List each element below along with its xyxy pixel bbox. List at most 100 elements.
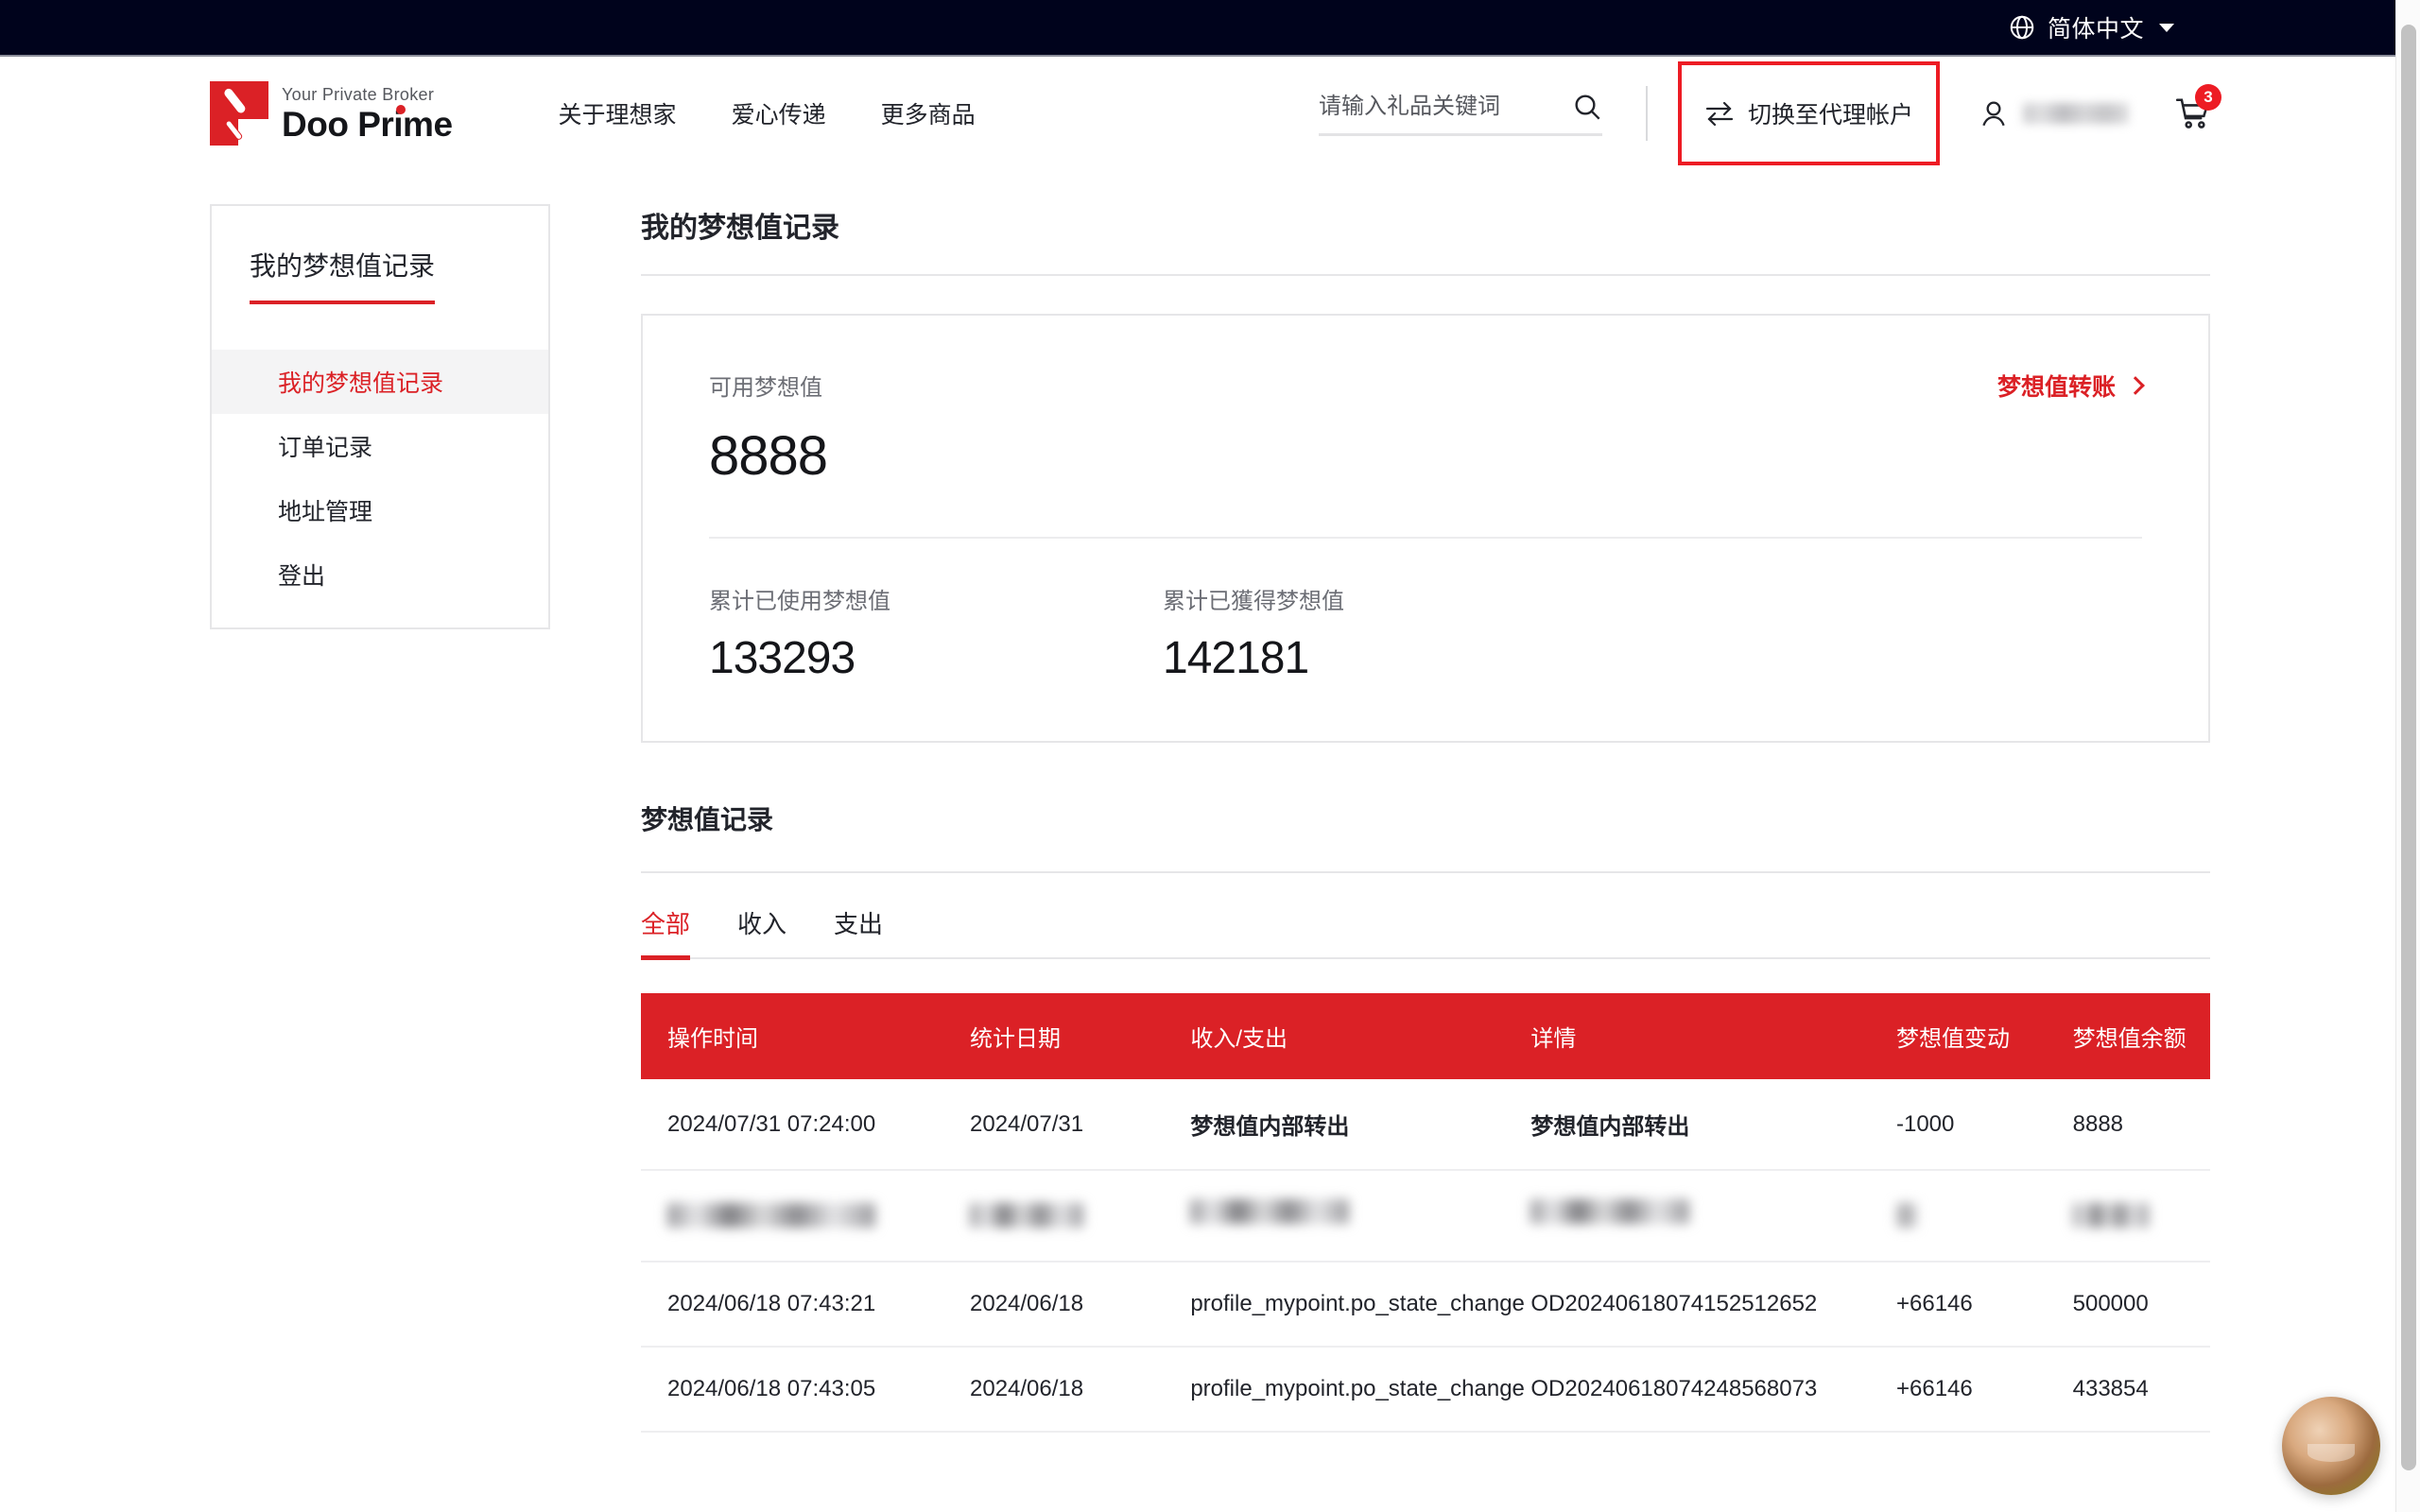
logo-brand-name: Doo Prime bbox=[282, 105, 453, 145]
logo-accent-dot bbox=[396, 105, 406, 115]
cell-operation-time: 2024/06/18 07:43:05 bbox=[641, 1347, 943, 1433]
sidebar-menu: 我的梦想值记录 订单记录 地址管理 登出 bbox=[212, 350, 548, 607]
nav-item-charity[interactable]: 爱心传递 bbox=[731, 102, 826, 129]
points-records-table: 操作时间 统计日期 收入/支出 详情 梦想值变动 梦想值余额 2024/07/3… bbox=[641, 993, 2210, 1433]
available-points-block: 可用梦想值 8888 bbox=[709, 369, 828, 488]
account-sidebar: 我的梦想值记录 我的梦想值记录 订单记录 地址管理 登出 bbox=[210, 204, 550, 629]
column-header-income-expense: 收入/支出 bbox=[1164, 993, 1505, 1079]
cell-operation-time: 2024/06/18 07:43:21 bbox=[641, 1262, 943, 1348]
points-summary-card: 可用梦想值 8888 梦想值转账 累计已使用梦想值 133293 累计已獲得梦想… bbox=[641, 314, 2210, 743]
page-title-divider bbox=[641, 274, 2210, 276]
cell-income-expense: 梦想值内部转出 bbox=[1164, 1170, 1505, 1263]
search-box[interactable] bbox=[1318, 92, 1602, 136]
logo-text-block: Your Private Broker Doo Prime bbox=[282, 85, 453, 143]
search-input[interactable] bbox=[1318, 93, 1572, 120]
tab-all[interactable]: 全部 bbox=[641, 905, 691, 960]
top-language-bar: 简体中文 bbox=[0, 0, 2420, 57]
tab-expense[interactable]: 支出 bbox=[834, 910, 884, 938]
shopping-cart-button[interactable]: 3 bbox=[2174, 84, 2221, 131]
logo-tagline: Your Private Broker bbox=[282, 84, 435, 104]
page-scrollbar[interactable] bbox=[2395, 0, 2420, 1512]
sidebar-item-my-points-record[interactable]: 我的梦想值记录 bbox=[212, 350, 548, 414]
main-content: 我的梦想值记录 可用梦想值 8888 梦想值转账 累计已使用梦想值 133293 bbox=[641, 204, 2210, 1433]
doo-prime-logo-mark bbox=[210, 81, 268, 146]
page-body: 我的梦想值记录 我的梦想值记录 订单记录 地址管理 登出 我的梦想值记录 可用梦… bbox=[0, 170, 2420, 1433]
page-scrollbar-thumb[interactable] bbox=[2401, 25, 2416, 1470]
cell-points-balance: 400000 bbox=[2046, 1170, 2210, 1263]
used-points-value: 133293 bbox=[709, 633, 856, 683]
cart-icon bbox=[2174, 95, 2210, 131]
language-label: 简体中文 bbox=[2047, 16, 2144, 43]
table-row[interactable]: 2024/06/18 07:43:21 2024/06/18 profile_m… bbox=[641, 1262, 2210, 1348]
points-card-top: 可用梦想值 8888 梦想值转账 bbox=[709, 369, 2145, 488]
primary-nav: 关于理想家 爱心传递 更多商品 bbox=[559, 96, 976, 130]
sidebar-item-order-record[interactable]: 订单记录 bbox=[278, 435, 373, 461]
column-header-points-change: 梦想值变动 bbox=[1869, 993, 2047, 1079]
nav-item-about[interactable]: 关于理想家 bbox=[558, 102, 677, 129]
logo-brand-name-text: Doo Prime bbox=[282, 105, 453, 145]
cell-points-balance: 500000 bbox=[2046, 1262, 2210, 1348]
cell-details: 梦想值内部转出 bbox=[1504, 1170, 1870, 1263]
cell-details: 梦想值内部转出 bbox=[1504, 1079, 1870, 1171]
sidebar-item-address-management[interactable]: 地址管理 bbox=[278, 499, 373, 525]
brand-logo[interactable]: Your Private Broker Doo Prime bbox=[210, 81, 453, 146]
switch-to-agent-account-button[interactable]: 切换至代理帐户 bbox=[1677, 61, 1940, 165]
chevron-right-icon bbox=[2126, 376, 2145, 395]
cell-income-expense: profile_mypoint.po_state_change bbox=[1164, 1262, 1525, 1348]
available-points-value: 8888 bbox=[709, 425, 828, 487]
live-chat-avatar-button[interactable] bbox=[2282, 1397, 2380, 1495]
cell-details: OD20240618074152512652 bbox=[1504, 1262, 1870, 1348]
used-points-block: 累计已使用梦想值 133293 bbox=[709, 582, 1163, 684]
cell-stat-date: 2024/07/31 bbox=[943, 1170, 1165, 1263]
cell-income-expense: profile_mypoint.po_state_change bbox=[1164, 1347, 1525, 1433]
search-icon[interactable] bbox=[1572, 92, 1602, 122]
points-card-divider bbox=[709, 537, 2142, 539]
column-header-points-balance: 梦想值余额 bbox=[2046, 993, 2210, 1079]
cell-points-balance: 8888 bbox=[2046, 1079, 2210, 1171]
records-section-divider bbox=[641, 871, 2210, 873]
nav-item-more-products[interactable]: 更多商品 bbox=[880, 102, 976, 129]
cell-operation-time: 2024/07/31 07:00:00 bbox=[641, 1170, 943, 1263]
site-header: Your Private Broker Doo Prime 关于理想家 爱心传递… bbox=[0, 57, 2420, 170]
table-row[interactable]: 2024/07/31 07:24:00 2024/07/31 梦想值内部转出 梦… bbox=[641, 1079, 2210, 1171]
user-account-menu[interactable] bbox=[1978, 97, 2129, 129]
available-points-label: 可用梦想值 bbox=[709, 375, 822, 401]
cell-points-change: -1000 bbox=[1869, 1079, 2047, 1171]
table-row[interactable]: 2024/06/18 07:43:05 2024/06/18 profile_m… bbox=[641, 1347, 2210, 1433]
cell-stat-date: 2024/07/31 bbox=[943, 1079, 1165, 1171]
column-header-operation-time: 操作时间 bbox=[641, 993, 943, 1079]
earned-points-block: 累计已獲得梦想值 142181 bbox=[1163, 582, 1616, 684]
column-header-details: 详情 bbox=[1504, 993, 1870, 1079]
cell-points-change: +66146 bbox=[1869, 1262, 2047, 1348]
language-selector[interactable]: 简体中文 bbox=[2008, 10, 2174, 44]
sidebar-title: 我的梦想值记录 bbox=[250, 246, 436, 304]
chevron-down-icon bbox=[2159, 23, 2174, 32]
points-card-bottom: 累计已使用梦想值 133293 累计已獲得梦想值 142181 bbox=[709, 582, 2142, 684]
records-filter-tabs: 全部 收入 支出 bbox=[641, 905, 2210, 960]
earned-points-value: 142181 bbox=[1163, 633, 1309, 683]
table-header-row: 操作时间 统计日期 收入/支出 详情 梦想值变动 梦想值余额 bbox=[641, 993, 2210, 1079]
cell-income-expense: 梦想值内部转出 bbox=[1164, 1079, 1505, 1171]
user-name-redacted bbox=[2023, 103, 2129, 124]
cell-stat-date: 2024/06/18 bbox=[943, 1262, 1165, 1348]
sidebar-item-logout[interactable]: 登出 bbox=[278, 563, 326, 590]
cell-details: OD20240618074248568073 bbox=[1504, 1347, 1870, 1433]
cell-points-change: -1 bbox=[1869, 1170, 2047, 1263]
cell-operation-time: 2024/07/31 07:24:00 bbox=[641, 1079, 943, 1171]
used-points-label: 累计已使用梦想值 bbox=[709, 589, 890, 614]
table-row[interactable]: 2024/07/31 07:00:00 2024/07/31 梦想值内部转出 梦… bbox=[641, 1170, 2210, 1263]
records-section-title: 梦想值记录 bbox=[641, 805, 774, 834]
user-icon bbox=[1978, 97, 2010, 129]
header-divider bbox=[1645, 86, 1648, 141]
points-transfer-link[interactable]: 梦想值转账 bbox=[1996, 369, 2145, 403]
tab-income[interactable]: 收入 bbox=[737, 910, 787, 938]
cell-points-balance: 433854 bbox=[2046, 1347, 2210, 1433]
points-transfer-label: 梦想值转账 bbox=[1996, 374, 2116, 401]
cell-points-change: +66146 bbox=[1869, 1347, 2047, 1433]
cell-stat-date: 2024/06/18 bbox=[943, 1347, 1165, 1433]
swap-arrows-icon bbox=[1704, 100, 1735, 127]
column-header-stat-date: 统计日期 bbox=[943, 993, 1165, 1079]
table-body: 2024/07/31 07:24:00 2024/07/31 梦想值内部转出 梦… bbox=[641, 1079, 2210, 1433]
switch-to-agent-account-label: 切换至代理帐户 bbox=[1747, 102, 1913, 129]
page-title: 我的梦想值记录 bbox=[641, 213, 839, 244]
